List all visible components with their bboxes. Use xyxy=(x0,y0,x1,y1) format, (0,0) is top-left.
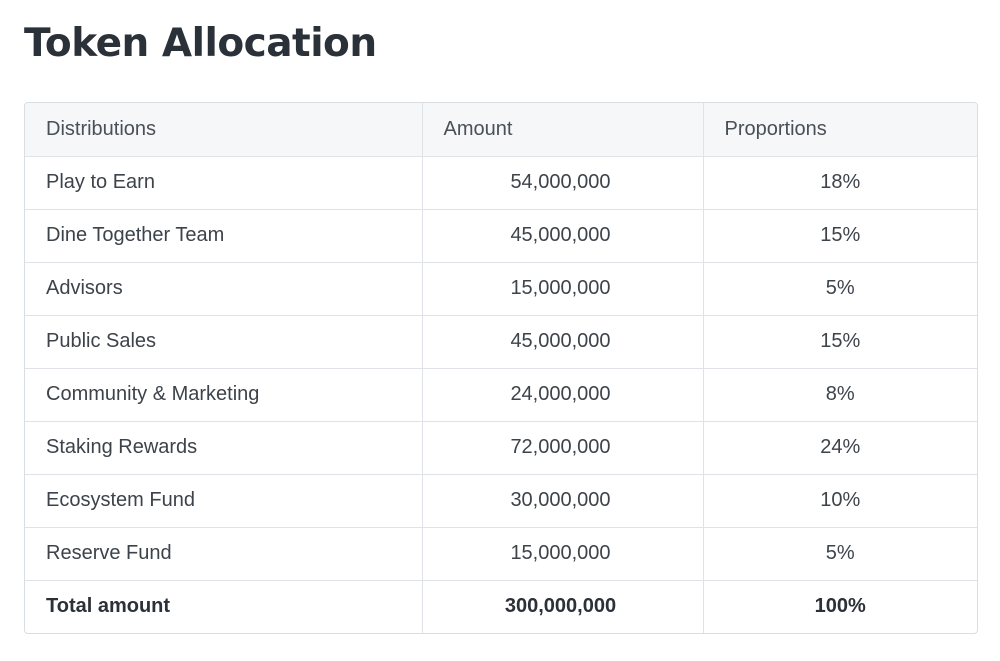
distribution-name: Staking Rewards xyxy=(25,421,423,475)
distribution-amount: 45,000,000 xyxy=(422,315,704,369)
distribution-name: Advisors xyxy=(25,262,423,316)
distribution-amount: 72,000,000 xyxy=(422,421,704,475)
distribution-proportion: 24% xyxy=(703,421,977,475)
header-distributions: Distributions xyxy=(25,103,423,157)
total-amount: 300,000,000 xyxy=(422,580,704,633)
table-row: Ecosystem Fund 30,000,000 10% xyxy=(25,474,977,528)
distribution-amount: 45,000,000 xyxy=(422,209,704,263)
header-row: Distributions Amount Proportions xyxy=(25,103,977,157)
distribution-amount: 15,000,000 xyxy=(422,262,704,316)
distribution-proportion: 5% xyxy=(703,262,977,316)
distribution-name: Community & Marketing xyxy=(25,368,423,422)
distribution-proportion: 8% xyxy=(703,368,977,422)
total-row: Total amount 300,000,000 100% xyxy=(25,580,977,633)
distribution-proportion: 15% xyxy=(703,315,977,369)
table-row: Play to Earn 54,000,000 18% xyxy=(25,156,977,210)
distribution-proportion: 10% xyxy=(703,474,977,528)
token-allocation-table: Distributions Amount Proportions Play to… xyxy=(24,102,978,634)
header-proportions: Proportions xyxy=(703,103,977,157)
distribution-proportion: 18% xyxy=(703,156,977,210)
total-proportion: 100% xyxy=(814,595,866,618)
distribution-name: Public Sales xyxy=(25,315,423,369)
distribution-name: Reserve Fund xyxy=(25,527,423,581)
header-amount: Amount xyxy=(422,103,704,157)
distribution-amount: 24,000,000 xyxy=(422,368,704,422)
distribution-proportion: 5% xyxy=(703,527,977,581)
table-body: Play to Earn 54,000,000 18% Dine Togethe… xyxy=(25,156,977,633)
distribution-proportion: 15% xyxy=(703,209,977,263)
table-header: Distributions Amount Proportions xyxy=(25,103,977,157)
total-label: Total amount xyxy=(25,580,423,633)
table-row: Community & Marketing 24,000,000 8% xyxy=(25,368,977,422)
distribution-amount: 30,000,000 xyxy=(422,474,704,528)
page-title: Token Allocation xyxy=(24,21,377,66)
distribution-amount: 54,000,000 xyxy=(422,156,704,210)
table-row: Public Sales 45,000,000 15% xyxy=(25,315,977,369)
table-row: Staking Rewards 72,000,000 24% xyxy=(25,421,977,475)
distribution-amount: 15,000,000 xyxy=(422,527,704,581)
distribution-name: Play to Earn xyxy=(25,156,423,210)
table-row: Advisors 15,000,000 5% xyxy=(25,262,977,316)
table-row: Dine Together Team 45,000,000 15% xyxy=(25,209,977,263)
distribution-name: Ecosystem Fund xyxy=(25,474,423,528)
allocation-table: Distributions Amount Proportions Play to… xyxy=(25,103,977,633)
table-row: Reserve Fund 15,000,000 5% xyxy=(25,527,977,581)
distribution-name: Dine Together Team xyxy=(25,209,423,263)
